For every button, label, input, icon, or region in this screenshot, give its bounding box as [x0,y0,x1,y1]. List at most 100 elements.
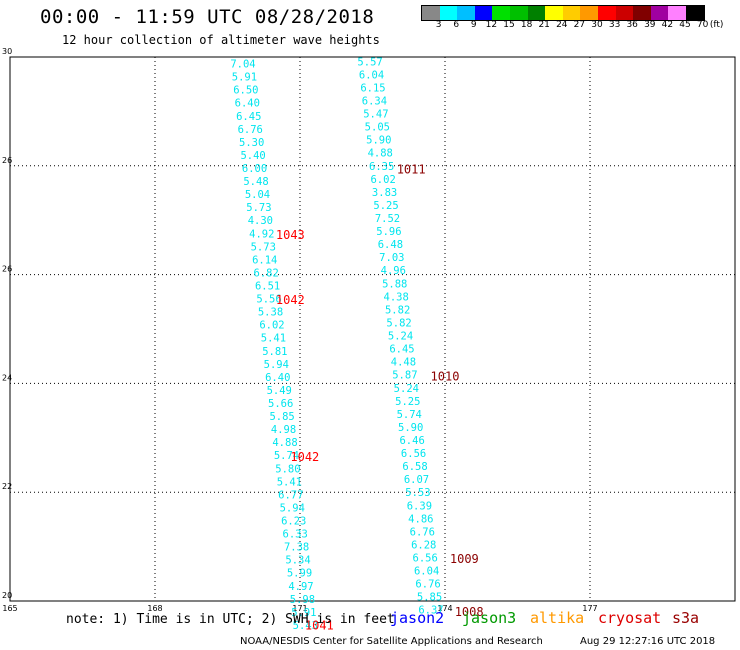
time-label: 1011 [397,163,426,177]
legend-cryosat: cryosat [598,609,662,627]
color-scale-label: 27 [573,20,586,30]
wave-height-value: 5.34 [285,555,310,567]
color-scale-swatch [597,6,616,20]
legend-jason3: jason3 [462,609,517,627]
page-subtitle: 12 hour collection of altimeter wave hei… [62,33,380,47]
wave-height-value: 6.28 [411,539,436,551]
color-scale-bar [421,5,705,21]
wave-height-value: 7.04 [230,59,255,71]
x-tick-label: 171 [292,604,307,613]
x-tick-label: 174 [437,604,452,613]
generation-timestamp: Aug 29 12:27:16 UTC 2018 [580,636,716,647]
color-scale-swatch [457,6,475,20]
wave-height-value: 4.88 [368,148,393,160]
color-scale-label: 45 [679,20,691,30]
wave-height-value: 4.92 [249,228,274,240]
time-label: 1010 [431,369,460,383]
color-scale-swatch [615,6,634,20]
wave-height-value: 5.25 [373,200,398,212]
color-scale-label: 9 [470,20,477,30]
wave-height-value: 5.73 [251,241,276,253]
color-scale-swatch [422,6,440,20]
wave-height-value: 6.76 [410,526,435,538]
wave-height-value: 6.40 [235,98,260,110]
color-scale-swatch [439,6,458,20]
wave-height-value: 5.74 [397,409,422,421]
x-tick-label: 165 [2,604,17,613]
wave-height-value: 5.90 [398,422,423,434]
y-tick-label: 22 [2,482,12,491]
wave-height-value: 5.53 [405,487,430,499]
wave-height-value: 5.96 [376,226,401,238]
wave-height-value: 5.80 [275,463,300,475]
wave-height-value: 5.41 [277,476,302,488]
y-tick-label: 30 [2,47,12,56]
wave-height-value: 6.76 [238,124,263,136]
legend-s3a: s3a [672,609,700,627]
color-scale-label: 15 [503,20,515,30]
color-scale-label: 3 [435,20,442,30]
wave-height-value: 6.23 [281,515,306,527]
wave-height-value: 6.02 [259,320,284,332]
wave-height-value: 4.98 [271,424,296,436]
wave-height-value: 3.83 [372,187,397,199]
color-scale-label: 6 [453,20,460,30]
footnote: note: 1) Time is in UTC; 2) SWH is in fe… [66,612,395,627]
wave-height-value: 4.30 [248,215,273,227]
time-label: 1043 [276,228,305,242]
wave-height-value: 6.40 [265,372,290,384]
color-scale-swatch [685,6,704,20]
wave-height-value: 6.04 [359,69,384,81]
wave-height-value: 5.99 [287,568,312,580]
wave-height-value: 6.76 [415,579,440,591]
wave-height-value: 5.85 [417,592,442,604]
wave-height-value: 5.73 [246,202,271,214]
wave-height-value: 5.25 [395,396,420,408]
color-scale-unit: (ft) [709,20,724,30]
wave-height-value: 5.94 [280,502,305,514]
x-tick-label: 177 [582,604,597,613]
color-scale-label: 24 [556,20,568,30]
color-scale-label: 18 [520,20,533,30]
color-scale-label: 21 [538,20,550,30]
x-tick-label: 168 [147,604,162,613]
wave-height-value: 5.81 [262,346,287,358]
color-scale-swatch [527,6,546,20]
wave-height-value: 6.34 [362,96,387,108]
wave-height-value: 5.66 [268,398,293,410]
wave-height-value: 6.77 [278,489,303,501]
wave-height-value: 6.15 [360,82,385,94]
wave-height-value: 6.45 [236,111,261,123]
wave-height-value: 6.82 [254,267,279,279]
wave-height-value: 5.91 [232,72,257,84]
wave-height-value: 5.40 [240,150,265,162]
wave-height-value: 5.49 [267,385,292,397]
wave-height-value: 5.47 [363,109,388,121]
color-scale-swatch [545,6,563,20]
wave-height-value: 4.97 [288,581,313,593]
y-tick-label: 26 [2,156,12,165]
wave-height-value: 5.41 [261,333,286,345]
wave-height-value: 6.51 [255,280,280,292]
wave-height-value: 5.74 [274,450,299,462]
color-scale-label: 33 [608,20,621,30]
wave-height-value: 5.88 [382,278,407,290]
wave-height-value: 5.48 [243,176,268,188]
time-label: 1009 [450,552,479,566]
wave-height-value: 5.30 [239,137,264,149]
page-title: 00:00 - 11:59 UTC 08/28/2018 [40,6,375,28]
wave-height-value: 5.90 [366,135,391,147]
y-tick-label: 26 [2,265,12,274]
wave-height-value: 6.56 [401,448,426,460]
color-scale-swatch [580,6,598,20]
wave-height-value: 7.03 [379,252,404,264]
wave-height-value: 6.58 [402,461,427,473]
wave-height-value: 4.48 [391,357,416,369]
wave-height-value: 5.56 [256,294,281,306]
wave-height-value: 6.46 [399,435,424,447]
wave-height-value: 6.04 [414,566,439,578]
color-scale-swatch [562,6,581,20]
wave-height-value: 6.39 [407,500,432,512]
wave-height-value: 7.52 [375,213,400,225]
wave-height-value: 5.38 [258,307,283,319]
